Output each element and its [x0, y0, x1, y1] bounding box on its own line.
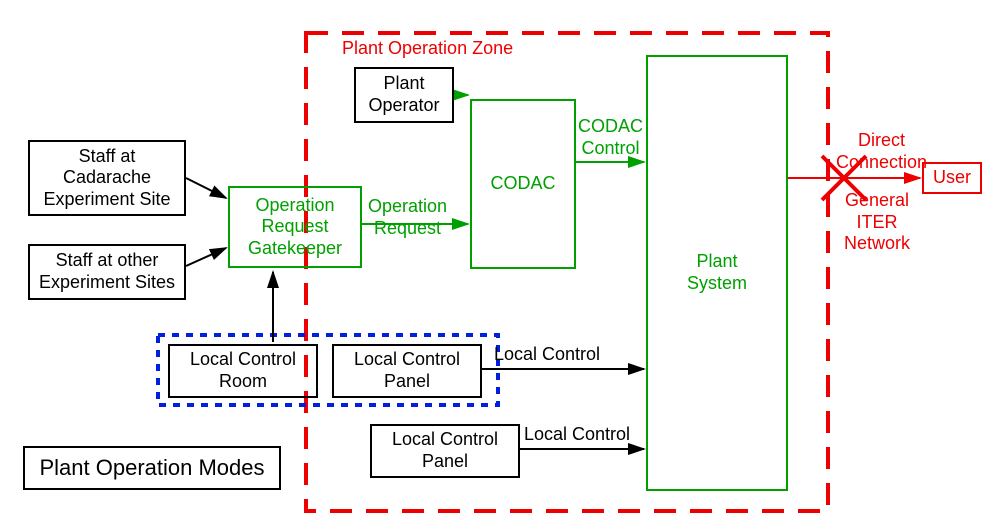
node-local-control-room: Local Control Room	[168, 344, 318, 398]
node-gatekeeper: Operation Request Gatekeeper	[228, 186, 362, 268]
node-staff-other: Staff at other Experiment Sites	[28, 244, 186, 300]
node-staff-cadarache: Staff at Cadarache Experiment Site	[28, 140, 186, 216]
node-plant-system: Plant System	[646, 55, 788, 491]
label-direct-connection: Direct Connection	[836, 130, 927, 173]
edge-label-local-control-bottom: Local Control	[524, 424, 630, 446]
zone-label: Plant Operation Zone	[342, 38, 513, 60]
node-local-control-panel-bottom: Local Control Panel	[370, 424, 520, 478]
title-box: Plant Operation Modes	[23, 446, 281, 490]
node-codac: CODAC	[470, 99, 576, 269]
node-local-control-panel-top: Local Control Panel	[332, 344, 482, 398]
node-plant-operator: Plant Operator	[354, 67, 454, 123]
edge-label-local-control-top: Local Control	[494, 344, 600, 366]
label-general-iter-network: General ITER Network	[844, 190, 910, 255]
edge-label-codac-control: CODAC Control	[578, 116, 643, 159]
node-user: User	[922, 162, 982, 194]
edge-label-operation-request: Operation Request	[368, 196, 447, 239]
